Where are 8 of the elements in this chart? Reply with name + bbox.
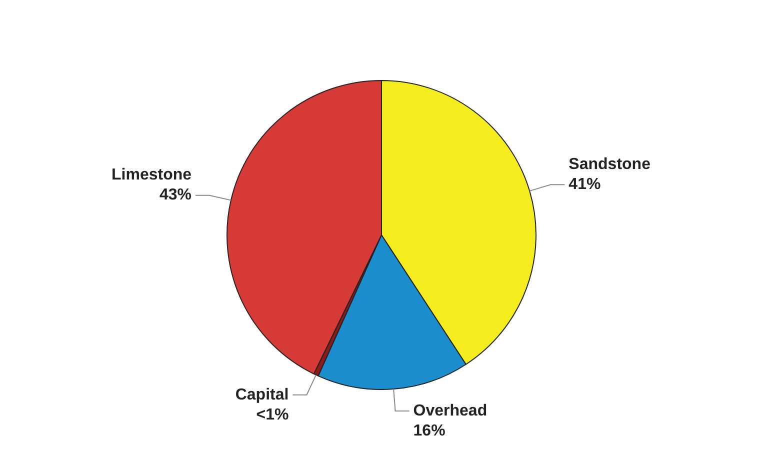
slice-label: Limestone bbox=[112, 166, 192, 184]
data-label: <1% bbox=[256, 406, 289, 424]
slice-label: Overhead bbox=[413, 402, 488, 420]
data-label: 43% bbox=[159, 186, 192, 204]
slice-label: Capital bbox=[235, 386, 289, 404]
data-label: 16% bbox=[413, 422, 446, 440]
slice-label: Sandstone bbox=[568, 156, 651, 174]
data-label: 41% bbox=[568, 176, 601, 194]
